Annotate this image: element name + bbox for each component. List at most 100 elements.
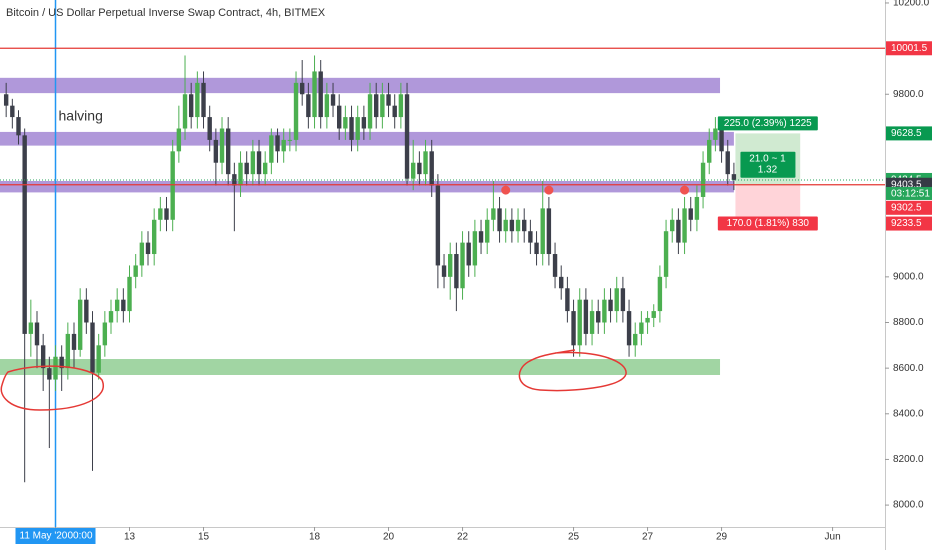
y-tick-label: 8000.0: [893, 500, 924, 511]
candle-body: [256, 151, 262, 175]
candle-body: [491, 208, 496, 220]
candle-body: [293, 82, 299, 140]
candle-body: [114, 299, 120, 312]
candle-body: [657, 276, 663, 312]
candle-body: [343, 117, 348, 129]
candle-body: [170, 151, 175, 220]
candle-body: [127, 276, 132, 312]
candle-body: [361, 117, 367, 129]
candle-body: [139, 242, 145, 266]
candle-body: [503, 219, 508, 232]
candle-body: [731, 174, 737, 180]
candle-body: [201, 82, 206, 118]
halving-label: halving: [59, 108, 103, 124]
candle-body: [651, 311, 656, 318]
candle-body: [472, 231, 478, 266]
candle-body: [306, 94, 311, 118]
candle-body: [509, 219, 515, 232]
hand-drawn-circle: [518, 349, 627, 392]
ratio-label: 21.0 ~ 1: [749, 153, 786, 164]
y-tick-label: 10200.0: [893, 0, 930, 9]
candle-body: [571, 311, 576, 346]
candle-body: [552, 254, 558, 277]
candle-body: [281, 139, 286, 152]
candle-body: [670, 219, 675, 232]
target-label: 225.0 (2.39%) 1225: [724, 118, 812, 129]
candle-body: [676, 219, 681, 243]
candle-body: [53, 356, 58, 380]
candle-body: [299, 82, 305, 95]
candle-body: [719, 128, 724, 152]
candle-body: [460, 242, 465, 289]
candle-body: [478, 231, 484, 243]
candle-body: [40, 345, 46, 369]
chart-title: Bitcoin / US Dollar Perpetual Inverse Sw…: [6, 7, 326, 19]
ratio-label: 1.32: [758, 164, 778, 175]
candle-body: [96, 345, 101, 373]
y-tick-label: 8800.0: [893, 317, 924, 328]
candle-body: [540, 208, 545, 255]
candle-body: [583, 299, 589, 334]
candle-body: [77, 299, 83, 350]
signal-marker: [544, 185, 554, 195]
price-badge-label: 10001.5: [891, 43, 928, 54]
candle-body: [404, 94, 410, 179]
candle-body: [71, 333, 77, 350]
candle-body: [534, 242, 539, 255]
y-tick-label: 8400.0: [893, 408, 924, 419]
x-tick-label: 27: [642, 532, 654, 543]
candle-body: [28, 322, 34, 334]
candle-body: [324, 94, 330, 118]
candle-body: [429, 151, 434, 186]
price-badge-label: 9403.5: [891, 179, 922, 190]
candle-body: [164, 208, 169, 220]
countdown-box: [886, 186, 932, 200]
candle-body: [454, 254, 459, 289]
candle-body: [262, 162, 268, 175]
candle-body: [195, 82, 200, 118]
candle-body: [515, 219, 521, 232]
candle-body: [707, 139, 712, 163]
x-tick-label: 15: [198, 532, 210, 543]
stop-label: 170.0 (1.81%) 830: [727, 218, 810, 229]
x-tick-label: 20: [383, 532, 395, 543]
countdown: 03:12:51: [891, 189, 930, 200]
candle-body: [151, 219, 157, 255]
candle-body: [22, 135, 27, 334]
candle-body: [219, 128, 225, 163]
stop-label-box: [717, 216, 818, 231]
candle-body: [713, 128, 718, 140]
candle-body: [448, 254, 453, 277]
candle-body: [700, 162, 706, 197]
y-tick-label: 8200.0: [893, 454, 924, 465]
signal-marker: [501, 185, 511, 195]
candle-body: [349, 117, 354, 140]
candle-body: [546, 208, 552, 255]
hand-drawn-circle: [0, 365, 105, 411]
candle-body: [213, 139, 219, 163]
candle-body: [386, 94, 391, 106]
candle-body: [269, 135, 274, 163]
price-badge-label: 9233.5: [891, 218, 922, 229]
candle-body: [65, 333, 71, 369]
candle-body: [423, 151, 428, 175]
candle-body: [392, 105, 397, 118]
candle-body: [633, 333, 638, 346]
time-cursor-label: 00:00: [68, 531, 93, 542]
candle-body: [380, 94, 385, 118]
candle-body: [602, 299, 607, 323]
x-tick-label: 25: [568, 532, 580, 543]
x-tick-label: 18: [309, 532, 321, 543]
candle-body: [287, 139, 293, 141]
candle-body: [682, 208, 687, 243]
x-tick-label: 29: [716, 532, 728, 543]
candle-body: [182, 94, 188, 129]
zone: [0, 180, 734, 193]
candle-body: [374, 94, 379, 118]
target-label-box: [717, 116, 818, 131]
candle-body: [318, 71, 323, 118]
candle-body: [725, 151, 730, 175]
candle-body: [176, 128, 182, 152]
x-tick-label: 22: [457, 532, 469, 543]
candle-body: [411, 162, 416, 179]
